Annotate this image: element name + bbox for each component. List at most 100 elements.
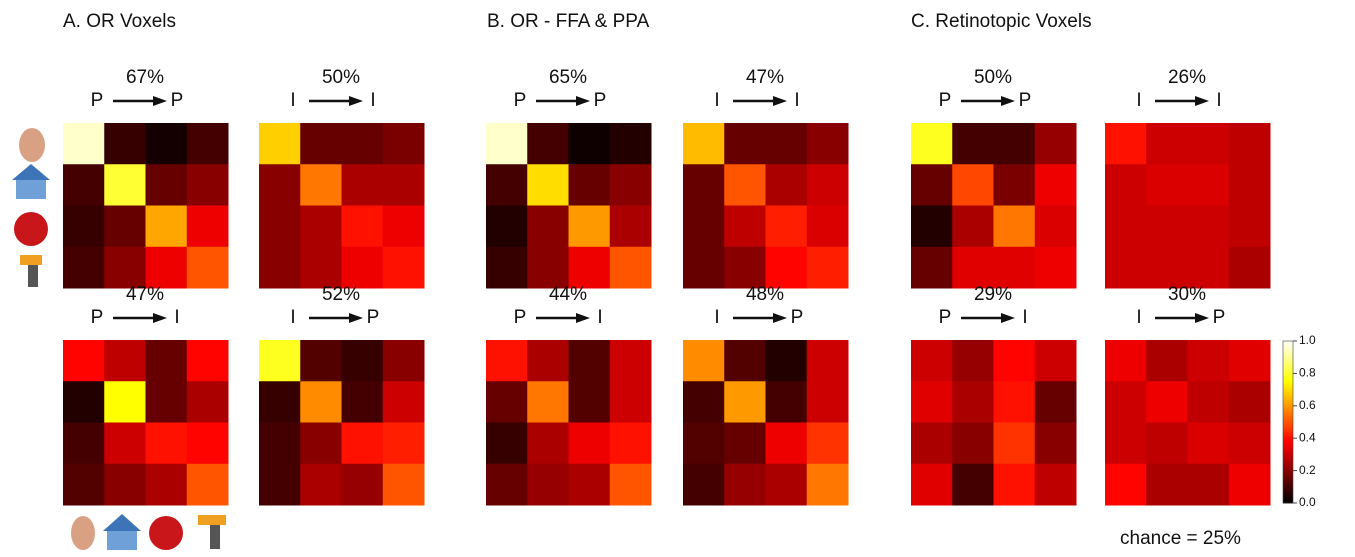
heatmap-cell bbox=[1229, 123, 1271, 165]
heatmap-cell bbox=[1105, 123, 1147, 165]
heatmap-cell bbox=[187, 164, 229, 206]
heatmap-cell bbox=[724, 464, 766, 506]
heatmap-cell bbox=[766, 381, 808, 423]
heatmap-cell bbox=[104, 340, 146, 382]
heatmap-cell bbox=[527, 423, 569, 465]
heatmap-cell bbox=[342, 206, 384, 248]
heatmap-cell bbox=[807, 247, 849, 289]
heatmap-cell bbox=[724, 423, 766, 465]
heatmap-cell bbox=[683, 123, 725, 165]
heatmap-cell bbox=[1188, 464, 1230, 506]
heatmap-cell bbox=[569, 340, 611, 382]
accuracy-label: 30% bbox=[1168, 284, 1206, 305]
heatmap-cell bbox=[187, 423, 229, 465]
heatmap-cell bbox=[683, 206, 725, 248]
heatmap-cell bbox=[610, 123, 652, 165]
heatmap-cell bbox=[724, 247, 766, 289]
heatmap-cell bbox=[259, 206, 301, 248]
heatmap-cell bbox=[383, 123, 425, 165]
heatmap-cell bbox=[300, 423, 342, 465]
heatmap-cell bbox=[527, 381, 569, 423]
heatmap-cell bbox=[342, 464, 384, 506]
colorbar-tick-label: 0.8 bbox=[1299, 366, 1316, 380]
heatmap-cell bbox=[146, 164, 188, 206]
heatmap-cell bbox=[146, 423, 188, 465]
heatmap-cell bbox=[104, 381, 146, 423]
heatmap-cell bbox=[1105, 340, 1147, 382]
heatmap-cell bbox=[610, 423, 652, 465]
arrow-head bbox=[773, 313, 787, 323]
heatmap-cell bbox=[994, 123, 1036, 165]
panel-title: C. Retinotopic Voxels bbox=[911, 11, 1092, 32]
heatmap-cell bbox=[766, 423, 808, 465]
figure: chance = 25% A. OR VoxelsB. OR - FFA & P… bbox=[0, 0, 1355, 557]
heatmap-cell bbox=[1229, 423, 1271, 465]
heatmap-cell bbox=[683, 381, 725, 423]
heatmap-cell bbox=[527, 464, 569, 506]
heatmap-cell bbox=[724, 340, 766, 382]
heatmap-cell bbox=[342, 164, 384, 206]
heatmap-cell bbox=[187, 340, 229, 382]
source-label: I bbox=[290, 307, 295, 328]
heatmap-cell bbox=[486, 381, 528, 423]
heatmap-cell bbox=[569, 123, 611, 165]
arrow-head bbox=[349, 313, 363, 323]
heatmap-cell bbox=[569, 247, 611, 289]
heatmap-cell bbox=[383, 164, 425, 206]
target-label: P bbox=[1019, 90, 1032, 111]
source-label: P bbox=[91, 307, 104, 328]
accuracy-label: 48% bbox=[746, 284, 784, 305]
heatmap-cell bbox=[527, 340, 569, 382]
arrow-head bbox=[1195, 313, 1209, 323]
heatmap-cell bbox=[724, 164, 766, 206]
page: chance = 25% A. OR VoxelsB. OR - FFA & P… bbox=[0, 0, 1355, 557]
heatmap-cell bbox=[300, 464, 342, 506]
heatmap-cell bbox=[527, 164, 569, 206]
heatmap-cell bbox=[766, 247, 808, 289]
heatmap-cell bbox=[1105, 464, 1147, 506]
colorbar-tick-label: 0.6 bbox=[1299, 398, 1316, 412]
heatmap-cell bbox=[610, 164, 652, 206]
heatmap-cell bbox=[1188, 340, 1230, 382]
colorbar-slice bbox=[1283, 341, 1293, 343]
heatmap-cell bbox=[342, 247, 384, 289]
heatmap-cell bbox=[1188, 381, 1230, 423]
heatmap-cell bbox=[1229, 464, 1271, 506]
heatmap-cell bbox=[807, 381, 849, 423]
accuracy-label: 52% bbox=[322, 284, 360, 305]
arrow-head bbox=[153, 96, 167, 106]
heatmap-cell bbox=[911, 247, 953, 289]
heatmap-cell bbox=[683, 423, 725, 465]
heatmap-cell bbox=[146, 247, 188, 289]
arrow-head bbox=[576, 96, 590, 106]
heatmap-cell bbox=[527, 123, 569, 165]
heatmap-cell bbox=[383, 423, 425, 465]
heatmap-cell bbox=[766, 464, 808, 506]
heatmap-cell bbox=[807, 206, 849, 248]
heatmap-cell bbox=[724, 123, 766, 165]
arrow-head bbox=[773, 96, 787, 106]
heatmap-cell bbox=[146, 206, 188, 248]
heatmap-cell bbox=[766, 206, 808, 248]
heatmap-cell bbox=[383, 464, 425, 506]
heatmap-cell bbox=[994, 381, 1036, 423]
heatmap-cell bbox=[724, 206, 766, 248]
heatmap-cell bbox=[1105, 423, 1147, 465]
heatmap-cell bbox=[259, 464, 301, 506]
target-label: I bbox=[174, 307, 179, 328]
heatmap-cell bbox=[683, 247, 725, 289]
heatmap-cell bbox=[1035, 464, 1077, 506]
heatmap-cell bbox=[146, 464, 188, 506]
heatmap-cell bbox=[187, 247, 229, 289]
source-label: P bbox=[514, 90, 527, 111]
accuracy-label: 44% bbox=[549, 284, 587, 305]
heatmap-cell bbox=[911, 206, 953, 248]
heatmap-cell bbox=[569, 423, 611, 465]
heatmap-cell bbox=[569, 206, 611, 248]
heatmap-cell bbox=[486, 123, 528, 165]
heatmap-cell bbox=[259, 123, 301, 165]
heatmap-cell bbox=[383, 381, 425, 423]
heatmap-cell bbox=[1146, 206, 1188, 248]
heatmap-cell bbox=[259, 340, 301, 382]
heatmap-cell bbox=[1146, 340, 1188, 382]
